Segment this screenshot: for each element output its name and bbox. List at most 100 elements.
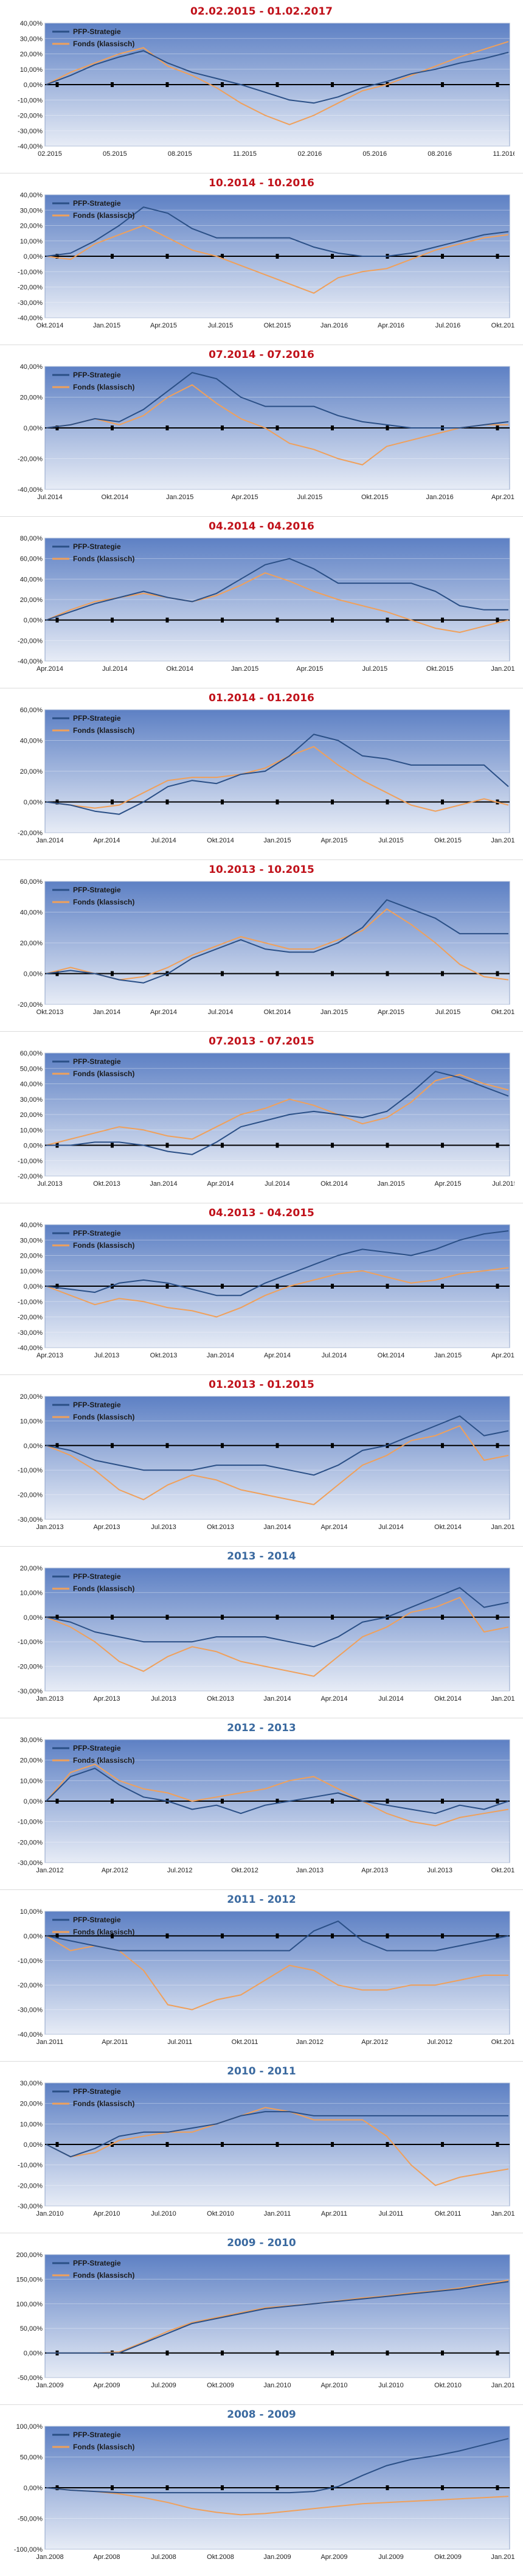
x-tick-label: Apr.2014	[93, 837, 120, 844]
y-tick-label: 60,00%	[20, 556, 43, 563]
y-tick-label: 40,00%	[20, 20, 43, 27]
x-tick-label: Jul.2010	[378, 2382, 404, 2389]
x-tick-label: Jul.2015	[297, 494, 323, 501]
x-tick-label: Apr.2008	[93, 2553, 120, 2561]
zero-line-marker	[111, 82, 114, 87]
x-tick-label: Jan.2012	[296, 2039, 324, 2046]
y-tick-label: -20,00%	[18, 830, 43, 837]
series-line-fund	[46, 384, 508, 466]
y-tick-label: 20,00%	[20, 1565, 43, 1572]
line-chart: 30,00% 20,00% 10,00% 0,00% -10,00% -20,00% -30…	[18, 1737, 518, 1874]
legend-label-strategy: PFP-Strategie	[73, 27, 121, 36]
x-tick-label: Apr.2013	[93, 1524, 120, 1531]
legend-label-strategy: PFP-Strategie	[73, 1401, 121, 1409]
zero-line-marker	[165, 617, 169, 623]
zero-line-marker	[496, 971, 499, 976]
x-tick-label: Apr.2015	[434, 1180, 461, 1188]
chart-title: 2013 - 2014	[227, 1550, 296, 1563]
x-tick-label: Jan.2015	[377, 1180, 404, 1188]
x-tick-label: Apr.2011	[102, 2039, 128, 2046]
zero-line-marker	[331, 425, 334, 430]
y-tick-label: -20,00%	[18, 637, 43, 645]
line-chart: 40,00% 30,00% 20,00% 10,00% 0,00% -10,00% -20,…	[18, 192, 518, 329]
zero-line-marker	[55, 82, 59, 87]
zero-line-marker	[165, 2350, 169, 2356]
x-tick-label: Apr.2010	[320, 2382, 347, 2389]
chart-title: 07.2014 - 07.2016	[209, 349, 314, 361]
legend-label-fund: Fonds (klassisch)	[73, 898, 134, 906]
y-tick-label: -20,00%	[18, 1664, 43, 1671]
legend: PFP-Strategie Fonds (klassisch)	[52, 27, 134, 48]
line-chart: 60,00% 40,00% 20,00% 0,00% -20,00%Jan.2014 Ap…	[18, 707, 519, 844]
x-tick-label: Apr.2012	[102, 1867, 128, 1874]
x-tick-label: Jul.2011	[167, 2039, 192, 2046]
series-line-strategy	[46, 1415, 509, 1476]
chart-frame: 40,00% 30,00% 20,00% 10,00% 0,00% -10,00% -20,…	[9, 191, 518, 336]
zero-line-marker	[165, 2485, 169, 2490]
y-tick-label: 0,00%	[24, 799, 43, 807]
zero-line-marker	[441, 1933, 444, 1939]
zero-line-marker	[275, 1799, 279, 1804]
x-tick-label: Jul.2012	[427, 2039, 452, 2046]
panel-divider	[0, 859, 523, 860]
legend: PFP-Strategie Fonds (klassisch)	[52, 542, 134, 563]
zero-line-marker	[496, 2485, 499, 2490]
series-line-strategy	[46, 372, 509, 429]
y-tick-label: 10,00%	[20, 66, 43, 74]
x-tick-label: Jul.2008	[151, 2553, 176, 2561]
chart-frame: 40,00% 20,00% 0,00% -20,00% -40,00% Jul.2014 O…	[9, 363, 518, 508]
x-tick-label: Jan.2016	[320, 322, 348, 329]
zero-line-marker	[55, 1799, 59, 1804]
chart-frame: 200,00% 150,00% 100,00% 50,00% 0,00% -50,00% J…	[9, 2251, 519, 2396]
panel-divider	[0, 516, 523, 517]
zero-line-marker	[275, 971, 279, 976]
zero-line-marker	[111, 1443, 114, 1448]
zero-line-marker	[441, 1799, 444, 1804]
line-chart: 20,00%10,00%0,00%-10,00%-20,00%-30,00%Ja…	[18, 1565, 519, 1703]
x-tick-label: Jan.2014	[36, 837, 63, 844]
x-tick-label: Okt.2014	[102, 494, 129, 501]
x-tick-label: Jan.2015	[93, 322, 120, 329]
legend-label-fund: Fonds (klassisch)	[73, 383, 134, 391]
y-tick-label: 40,00%	[20, 576, 43, 583]
zero-line-marker	[111, 617, 114, 623]
x-tick-label: Jan.2010	[36, 2210, 63, 2217]
chart-panel: 04.2013 - 04.2015 40,00% 30,00% 20,00% 10,00…	[0, 1206, 523, 1373]
chart-frame: 40,00% 30,00% 20,00% 10,00% 0,00% -10,00% -20,…	[9, 19, 516, 164]
chart-title: 10.2013 - 10.2015	[209, 864, 314, 876]
zero-line-marker	[441, 617, 444, 623]
y-tick-label: -30,00%	[18, 1860, 43, 1867]
y-tick-label: 50,00%	[20, 2325, 43, 2333]
series-line-strategy	[46, 2281, 509, 2354]
x-tick-label: Okt.2014	[434, 1524, 462, 1531]
x-tick-label: Jan.2010	[491, 2553, 514, 2561]
line-chart: 60,00% 50,00% 40,00% 30,00% 20,00% 10,00% 0,00…	[18, 1050, 518, 1188]
legend-label-strategy: PFP-Strategie	[73, 2087, 121, 2096]
zero-line-marker	[331, 971, 334, 976]
y-tick-label: 0,00%	[24, 1933, 43, 1940]
x-tick-label: Okt.2013	[491, 1867, 514, 1874]
zero-line-marker	[331, 1614, 334, 1620]
y-tick-label: 30,00%	[20, 1237, 43, 1244]
zero-line-marker	[331, 2142, 334, 2147]
y-tick-label: 0,00%	[24, 971, 43, 978]
x-tick-label: Jan.2016	[491, 837, 514, 844]
x-tick-label: Apr.2014	[207, 1180, 234, 1188]
series-line-fund	[46, 1935, 508, 2011]
x-tick-label: 11.2016	[493, 150, 514, 158]
zero-line-marker	[55, 1933, 59, 1939]
x-tick-label: Jan.2016	[426, 494, 454, 501]
y-tick-label: 10,00%	[20, 1418, 43, 1425]
zero-line-marker	[441, 82, 444, 87]
zero-line-marker	[165, 1443, 169, 1448]
x-tick-label: Okt.2010	[207, 2210, 234, 2217]
zero-line-marker	[55, 425, 59, 430]
y-tick-label: 40,00%	[20, 738, 43, 745]
series-line-strategy	[46, 1587, 509, 1648]
legend: PFP-Strategie Fonds (klassisch)	[52, 886, 134, 906]
y-tick-label: 0,00%	[24, 82, 43, 89]
series-line-strategy	[46, 1071, 509, 1155]
x-tick-label: Apr.2016	[378, 322, 404, 329]
series-line-strategy	[46, 2438, 509, 2494]
zero-line-marker	[441, 1143, 444, 1148]
